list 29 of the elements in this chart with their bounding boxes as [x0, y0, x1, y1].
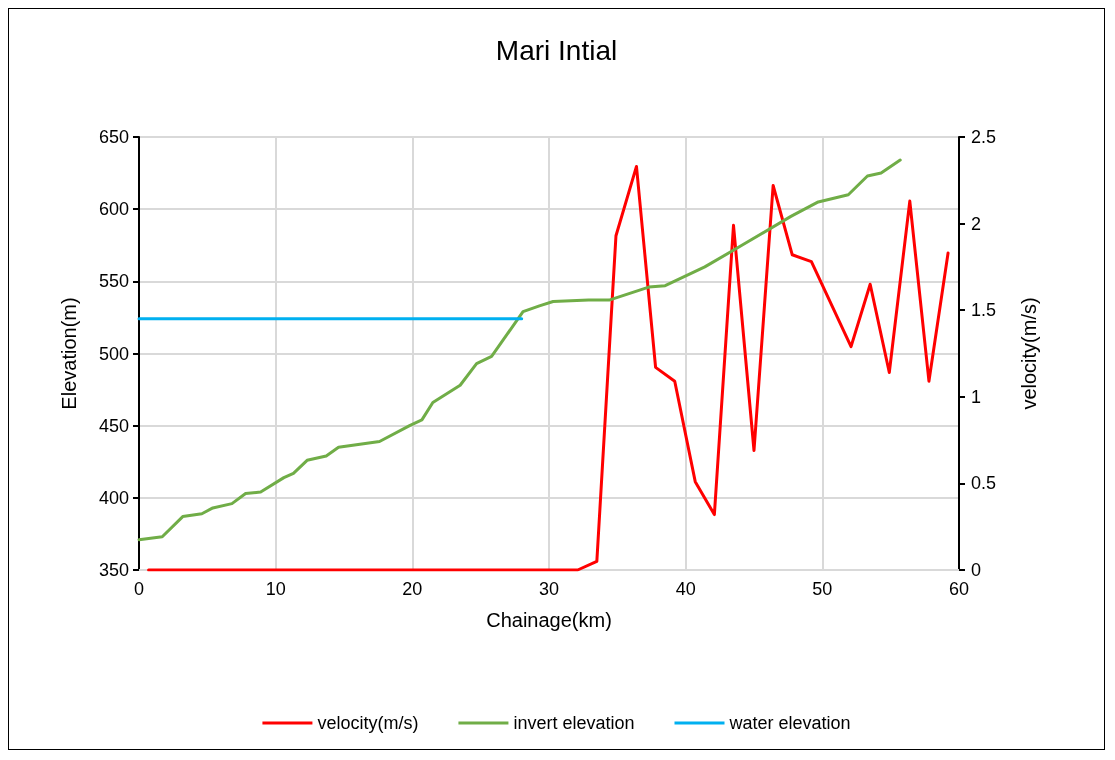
legend-label: velocity(m/s) — [317, 713, 419, 733]
x-tick-label: 10 — [265, 579, 286, 599]
x-tick-label: 60 — [948, 579, 970, 599]
x-tick-label: 40 — [675, 579, 696, 599]
chart-title: Mari Intial — [495, 34, 618, 66]
y2-tick-label: 0.5 — [971, 473, 997, 494]
y-tick-label: 600 — [98, 199, 129, 220]
legend-label: water elevation — [728, 713, 851, 733]
y-tick-label: 350 — [98, 560, 129, 580]
y2-tick-label: 1 — [971, 386, 982, 407]
y-tick-label: 400 — [98, 487, 129, 508]
y2-tick-label: 1.5 — [971, 300, 997, 321]
y-tick-label: 500 — [98, 343, 129, 364]
legend-label: invert elevation — [513, 713, 635, 733]
x-tick-label: 20 — [402, 579, 423, 599]
y2-tick-label: 0 — [971, 560, 982, 580]
x-tick-label: 30 — [538, 579, 560, 599]
y2-tick-label: 2.5 — [971, 127, 997, 147]
y-tick-label: 550 — [98, 271, 129, 292]
line-series — [147, 164, 950, 572]
y-tick-label: 650 — [98, 127, 129, 147]
y2-tick-label: 2 — [971, 213, 982, 234]
x-axis-title: Chainage(km) — [486, 609, 612, 631]
line-series — [137, 158, 902, 542]
x-tick-label: 50 — [812, 579, 833, 599]
y-tick-label: 450 — [98, 415, 129, 436]
y2-axis-title: velocity(m/s) — [1018, 297, 1040, 410]
x-tick-label: 0 — [133, 579, 145, 599]
y-axis-title: Elevation(m) — [58, 297, 80, 410]
